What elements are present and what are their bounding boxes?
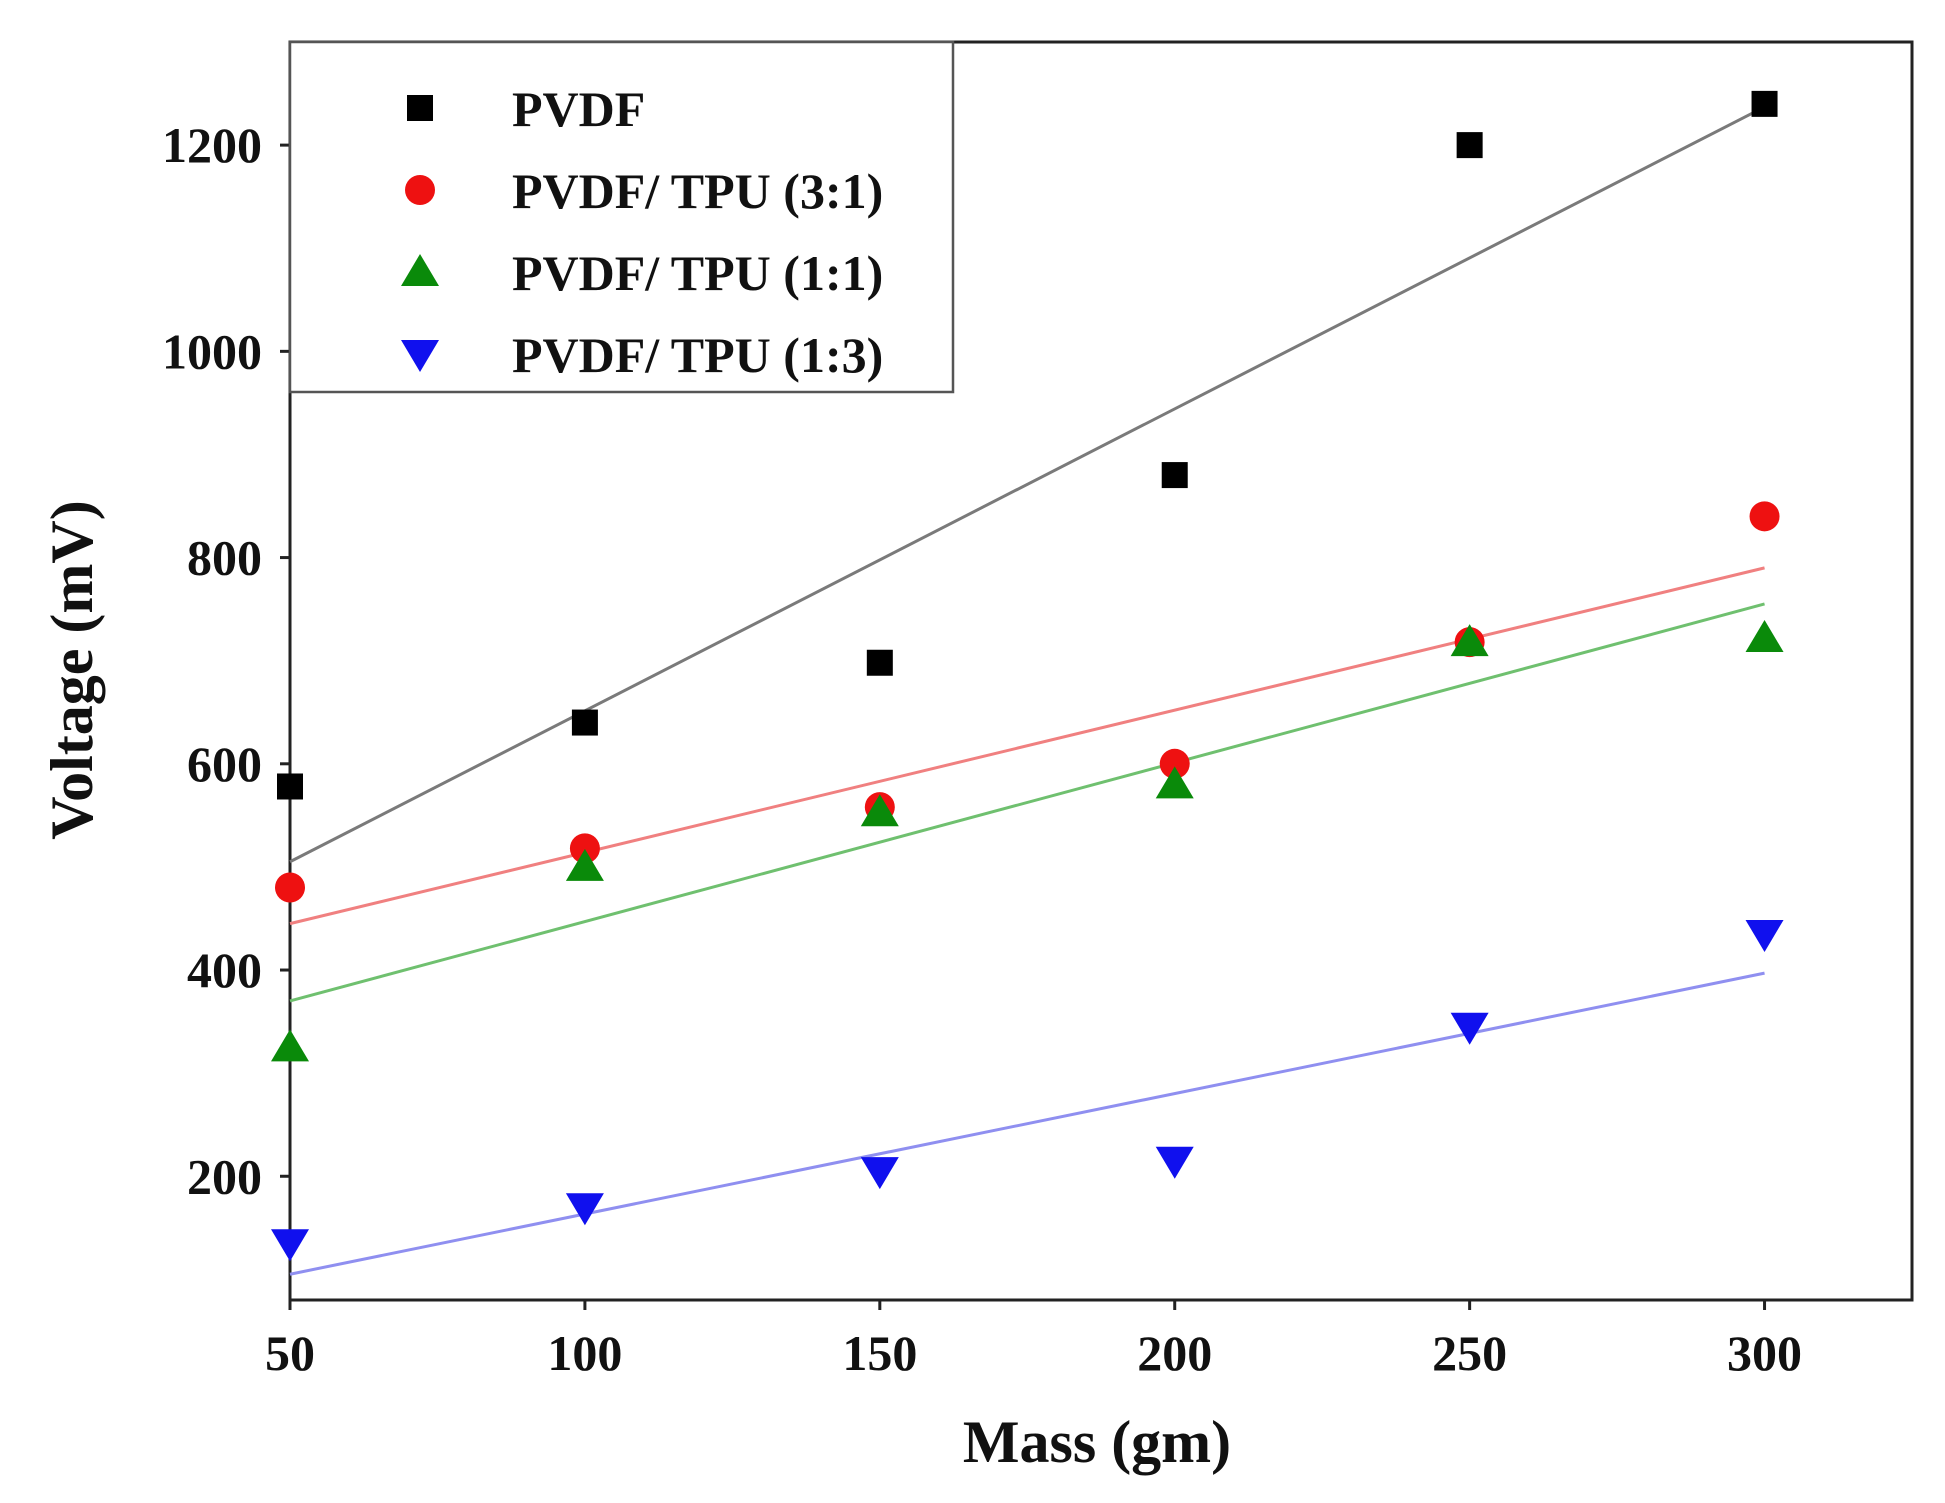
y-tick-label: 400 [187, 942, 262, 998]
y-tick-label: 600 [187, 736, 262, 792]
data-point-series-4 [1155, 1146, 1194, 1179]
y-tick-label: 1000 [162, 323, 262, 379]
x-tick-label: 200 [1137, 1325, 1212, 1381]
legend-label: PVDF [512, 81, 645, 137]
fit-lines [289, 105, 1766, 1276]
data-point-series-3 [1450, 624, 1489, 657]
x-tick-label: 150 [842, 1325, 917, 1381]
data-point-series-2 [569, 833, 600, 864]
fit-line-series-2 [289, 566, 1765, 926]
y-tick-label: 1200 [162, 117, 262, 173]
plot-border [288, 40, 1914, 1302]
fit-line-series-4 [289, 971, 1765, 1276]
y-axis-title: Voltage (mV) [39, 500, 105, 839]
x-tick-label: 300 [1727, 1325, 1802, 1381]
x-tick-label: 100 [547, 1325, 622, 1381]
x-tick-label: 250 [1432, 1325, 1507, 1381]
data-point-series-1 [1751, 90, 1778, 117]
data-point-series-4 [271, 1229, 309, 1262]
legend-label: PVDF/ TPU (1:3) [512, 327, 883, 383]
legend-marker [401, 340, 439, 372]
data-point-series-1 [866, 649, 893, 676]
legend-marker [401, 254, 439, 286]
data-point-series-4 [1450, 1012, 1489, 1045]
data-point-series-2 [1749, 501, 1780, 532]
data-point-series-3 [1155, 766, 1194, 799]
data-point-series-2 [1159, 748, 1190, 779]
data-point-series-4 [565, 1193, 604, 1226]
legend-box [288, 40, 955, 394]
fit-line-series-3 [289, 602, 1765, 1003]
data-point-series-2 [275, 872, 305, 903]
data-point-series-4 [1745, 919, 1784, 952]
legend-marker [405, 175, 435, 205]
legend-label: PVDF/ TPU (3:1) [512, 163, 883, 219]
x-axis: 50 100 150 200 250 300 [265, 1300, 1802, 1381]
plot-frame [288, 40, 1914, 1302]
data-point-series-3 [860, 794, 899, 827]
data-points [271, 90, 1784, 1262]
data-point-series-4 [860, 1157, 899, 1190]
data-point-series-1 [571, 709, 598, 736]
y-axis: 200 400 600 800 1000 1200 [162, 117, 290, 1204]
legend: PVDF PVDF/ TPU (3:1) PVDF/ TPU (1:1) PVDF/ … [288, 40, 955, 394]
data-point-series-3 [1745, 620, 1784, 653]
x-tick-label: 50 [265, 1325, 315, 1381]
fit-line-series-1 [289, 105, 1766, 864]
y-tick-label: 800 [187, 530, 262, 586]
data-point-series-3 [565, 848, 604, 881]
y-tick-label: 200 [187, 1148, 262, 1204]
data-point-series-1 [277, 773, 303, 800]
legend-label: PVDF/ TPU (1:1) [512, 245, 883, 301]
data-point-series-3 [271, 1029, 309, 1062]
legend-marker [407, 95, 433, 121]
data-point-series-1 [1161, 462, 1188, 489]
x-axis-title: Mass (gm) [963, 1409, 1231, 1475]
data-point-series-1 [1456, 132, 1483, 159]
